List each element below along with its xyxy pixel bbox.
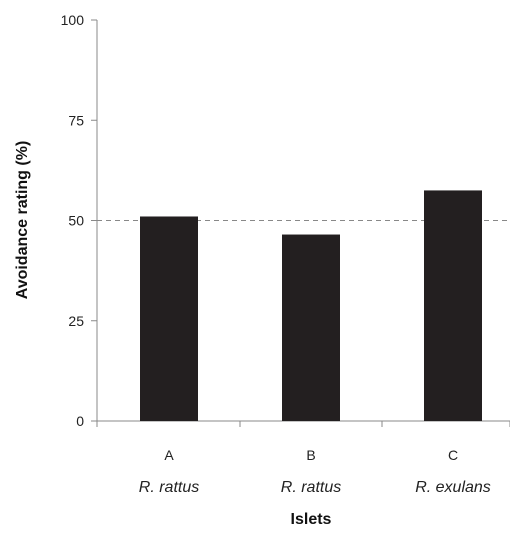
category-labels: A R. rattus B R. rattus C R. exulans [139,447,491,496]
bar-b [282,234,340,421]
species-label: R. rattus [139,479,199,496]
species-label: R. exulans [415,479,491,496]
y-tick-label: 100 [61,12,85,28]
category-label: C [448,447,458,463]
x-ticks [96,421,510,427]
y-tick-label: 0 [76,413,84,429]
bar-c [424,190,482,421]
bars [140,190,482,421]
y-tick-label: 50 [68,213,84,229]
y-axis-title: Avoidance rating (%) [14,141,31,300]
species-label: R. rattus [281,479,341,496]
bar-a [140,216,198,421]
x-axis-title: Islets [291,511,332,528]
y-tick-label: 25 [68,313,84,329]
category-label: B [306,447,315,463]
y-tick-label: 75 [68,112,84,128]
y-ticks: 0 25 50 75 100 [61,12,97,429]
category-label: A [164,447,174,463]
